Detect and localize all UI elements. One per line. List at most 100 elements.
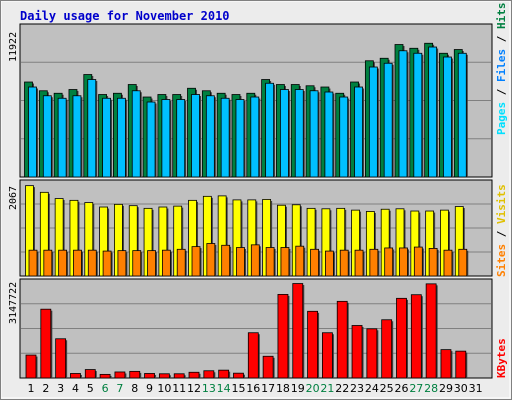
files-bar: [205, 95, 215, 178]
kbytes-bar: [203, 370, 215, 379]
sites-bar: [132, 250, 142, 277]
files-bar: [161, 99, 171, 178]
sites-bar: [28, 249, 38, 277]
chart-title: Daily usage for November 2010: [20, 9, 230, 23]
sites-bar: [73, 249, 82, 277]
kbytes-bar: [55, 338, 67, 379]
sites-bar: [161, 249, 171, 277]
files-bar: [457, 52, 467, 178]
x-tick-label: 1: [28, 382, 35, 395]
sites-bar: [117, 250, 127, 277]
sites-bar: [206, 243, 216, 277]
files-bar: [398, 50, 408, 178]
kbytes-bar: [277, 293, 289, 379]
files-bar: [250, 96, 260, 178]
x-tick-label: 30: [454, 382, 468, 395]
kbytes-bar: [321, 332, 333, 379]
sites-bar: [428, 248, 438, 277]
kbytes-bar: [336, 300, 348, 379]
sites-bar: [339, 249, 349, 277]
sites-bar: [413, 246, 423, 277]
kbytes-bar: [233, 372, 244, 379]
x-tick-label: 9: [146, 382, 153, 395]
files-bar: [102, 97, 111, 178]
files-bar: [176, 99, 186, 178]
x-tick-label: 23: [350, 382, 364, 395]
legend-pages: Pages: [495, 102, 508, 135]
sites-bar: [384, 247, 394, 277]
sites-bar: [265, 247, 275, 277]
x-tick-label: 18: [276, 382, 290, 395]
x-tick-label: 15: [231, 382, 245, 395]
files-bar: [413, 52, 423, 178]
x-tick-label: 16: [246, 382, 260, 395]
files-bar: [42, 95, 52, 178]
kbytes-bar: [70, 373, 81, 379]
legend-files: Files: [495, 49, 508, 82]
files-bar: [368, 66, 378, 178]
x-tick-label: 11: [172, 382, 186, 395]
sites-bar: [221, 244, 231, 277]
x-axis-labels: 1 2 3 4 5 6 7 8 9 10 11 12 13 14 15 16 17 18 19 20 21 22 23 24 2…: [28, 382, 483, 395]
x-tick-label: 26: [395, 382, 409, 395]
files-bar: [324, 91, 334, 178]
kbytes-bar: [366, 328, 378, 379]
files-bar: [72, 95, 82, 178]
sites-bar: [369, 248, 379, 277]
sites-bar: [43, 249, 53, 277]
legend-kbytes: KBytes: [495, 338, 508, 378]
legend-sep: /: [495, 82, 508, 102]
files-bar: [235, 99, 245, 178]
sites-bar: [87, 249, 97, 277]
legend-sep: /: [495, 29, 508, 49]
x-tick-label: 27: [409, 382, 423, 395]
files-bar: [191, 94, 200, 178]
kbytes-bar: [247, 332, 259, 379]
sites-bar: [443, 249, 453, 277]
legend-sites: Sites: [495, 244, 508, 277]
kbytes-bar: [351, 325, 363, 379]
x-tick-label: 3: [57, 382, 64, 395]
kbytes-bar: [410, 294, 422, 379]
legend-hits-files-pages: Pages / Files / Hits: [495, 3, 508, 136]
sites-bar: [58, 249, 68, 277]
files-bar: [339, 96, 349, 178]
kbytes-bar: [381, 319, 393, 379]
x-tick-label: 10: [157, 382, 171, 395]
kbytes-bar: [173, 373, 185, 379]
x-tick-label: 5: [87, 382, 94, 395]
kbytes-bar: [99, 373, 111, 379]
kbytes-bar: [262, 355, 274, 379]
kbytes-bar: [307, 310, 318, 379]
sites-bar: [399, 247, 408, 277]
files-bar: [146, 101, 156, 178]
ymax-label-kbytes: 3147722: [8, 282, 19, 324]
legend-sep: /: [495, 224, 508, 244]
kbytes-bar: [188, 371, 200, 379]
x-tick-label: 17: [261, 382, 275, 395]
kbytes-bar: [396, 297, 407, 379]
sites-bar: [250, 244, 260, 277]
x-tick-label: 21: [320, 382, 334, 395]
kbytes-bar: [144, 373, 155, 379]
sites-bar: [310, 248, 319, 277]
kbytes-bar: [40, 308, 52, 379]
x-tick-label: 29: [439, 382, 453, 395]
files-bar: [309, 90, 319, 178]
kbytes-bar: [218, 369, 230, 379]
files-bar: [280, 89, 289, 178]
sites-bar: [324, 250, 334, 277]
legend-hits: Hits: [495, 3, 508, 30]
sites-bar: [176, 248, 186, 277]
sites-bar: [147, 250, 156, 277]
files-bar: [354, 86, 363, 178]
sites-bar: [191, 246, 201, 277]
x-tick-label: 24: [365, 382, 379, 395]
sites-bar: [102, 250, 112, 277]
kbytes-bar: [114, 371, 126, 379]
x-tick-label: 14: [217, 382, 231, 395]
kbytes-bar: [440, 349, 452, 379]
kbytes-bar: [25, 354, 37, 379]
kbytes-bar: [425, 283, 437, 379]
